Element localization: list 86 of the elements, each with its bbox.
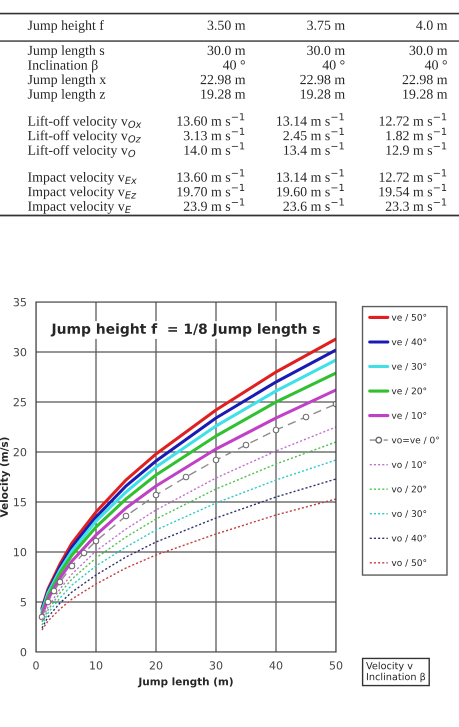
x-axis-title: Jump length (m) (138, 677, 233, 688)
point (92, 538, 100, 544)
legend-label: vo=ve / 0° (392, 436, 439, 444)
text: 12.72 m s$^{−1}$ (380, 169, 446, 182)
text: 3.75 m (307, 20, 345, 30)
text: 30.0 m (307, 46, 345, 56)
text: 30.0 m (208, 46, 246, 56)
text: 19.28 m (403, 89, 448, 99)
text: 4.0 m (416, 20, 448, 30)
text: Velocity v Inclination β (366, 662, 426, 682)
legend-label: vo / 30° (392, 510, 426, 518)
x-tick-label: 40 (269, 661, 282, 670)
text: 12.72 m s$^{−1}$ (380, 113, 446, 126)
y-tick-label: 35 (14, 298, 26, 306)
text: 19.70 m s$^{−1}$ (177, 184, 244, 196)
legend-label: vo / 10° (392, 461, 426, 469)
text: 23.6 m s$^{−1}$ (283, 198, 344, 212)
text: Jump length s (28, 45, 104, 58)
text: Jump height f (28, 20, 104, 33)
legend-label: vo / 20° (392, 486, 426, 494)
text: 23.9 m s$^{−1}$ (184, 198, 244, 212)
point (80, 550, 88, 556)
y-axis-title: Velocity (m/s) (0, 437, 10, 518)
text: 40 ° (424, 60, 447, 70)
text: 13.14 m s$^{−1}$ (277, 169, 344, 182)
y-tick-label: 30 (14, 348, 26, 356)
text: 19.54 m s$^{−1}$ (379, 184, 446, 196)
text: 13.14 m s$^{−1}$ (277, 113, 344, 126)
text: Jump height f = 1/8 Jump length s (50, 323, 320, 337)
point (212, 456, 220, 464)
x-tick-label: 50 (330, 661, 342, 670)
text: Jump length x (28, 74, 106, 88)
text: Jump length z (28, 88, 106, 102)
text: Impact velocity v$_{Ez}$ (28, 186, 136, 200)
point (272, 426, 280, 434)
x-tick-label: 10 (90, 661, 102, 670)
text: 19.28 m (300, 89, 345, 99)
text: 22.98 m (300, 74, 345, 84)
text: 40 ° (322, 60, 344, 70)
legend-label: ve / 40° (392, 338, 426, 346)
text: 13.4 m s$^{−1}$ (284, 142, 344, 155)
text: 12.9 m s$^{−1}$ (386, 142, 446, 155)
text: 14.0 m s$^{−1}$ (184, 142, 244, 155)
y-tick-label: 15 (14, 498, 26, 506)
x-tick-label: 0 (33, 661, 39, 670)
point (56, 578, 64, 586)
y-tick-label: 25 (14, 398, 26, 406)
point (302, 414, 310, 420)
x-tick-label: 20 (150, 661, 162, 670)
text: 19.28 m (201, 89, 246, 99)
text: 23.3 m s$^{−1}$ (386, 198, 446, 212)
text: Lift-off velocity v$_{Oz}$ (28, 130, 141, 144)
legend-label: vo / 50° (392, 559, 426, 567)
text: 19.60 m s$^{−1}$ (277, 184, 344, 196)
point (152, 492, 160, 498)
point (50, 588, 58, 594)
x-tick-label: 30 (210, 661, 222, 670)
text: 40 ° (222, 60, 245, 70)
legend-label: ve / 30° (392, 362, 426, 371)
text: 22.98 m (200, 74, 246, 84)
y-tick-label: 10 (14, 548, 26, 556)
point (122, 512, 130, 520)
y-tick-label: 5 (20, 598, 26, 606)
text: 2.45 m s$^{−1}$ (283, 128, 344, 140)
text: Inclination β (28, 60, 98, 73)
text: Impact velocity v$_{E}$ (28, 201, 131, 214)
text: 13.60 m s$^{−1}$ (177, 113, 244, 126)
text: Impact velocity v$_{Ex}$ (28, 172, 137, 185)
text: 3.50 m (208, 20, 246, 30)
legend-label: ve / 50° (392, 314, 426, 322)
text: 13.60 m s$^{−1}$ (177, 169, 244, 182)
text: 1.82 m s$^{−1}$ (386, 128, 446, 140)
legend-label: vo / 40° (392, 534, 426, 542)
y-tick-label: 0 (20, 648, 26, 656)
text: 22.98 m (402, 74, 448, 84)
legend-label: ve / 10° (392, 412, 426, 420)
y-tick-label: 20 (14, 448, 26, 456)
text: 3.13 m s$^{−1}$ (184, 128, 244, 140)
text: 30.0 m (410, 46, 448, 56)
point (242, 442, 250, 448)
text: Lift-off velocity v$_{O}$ (28, 144, 136, 158)
point (68, 562, 76, 570)
point (44, 598, 52, 606)
point (182, 474, 190, 480)
text: Lift-off velocity v$_{Ox}$ (28, 116, 142, 129)
legend-label: ve / 20° (392, 388, 426, 396)
